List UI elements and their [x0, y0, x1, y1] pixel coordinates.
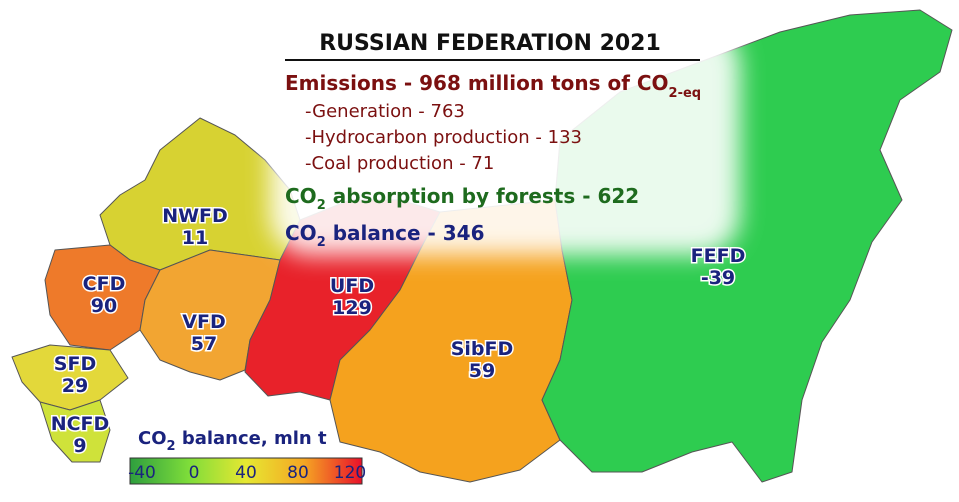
- emissions-subscript: 2-eq: [669, 86, 702, 101]
- legend-tick: 40: [235, 463, 257, 483]
- district-value: 9: [73, 435, 86, 457]
- district-region: [39, 399, 111, 463]
- district-name: NWFD: [162, 205, 228, 227]
- emission-items: -Generation - 763 -Hydrocarbon production…: [305, 101, 582, 174]
- legend-tick: 120: [334, 463, 366, 483]
- emission-item: -Generation - 763: [305, 101, 465, 122]
- legend-title: CO2 balance, mln t: [138, 428, 327, 454]
- emissions-text: Emissions - 968 million tons of CO: [285, 71, 669, 95]
- district-value: 29: [62, 375, 88, 397]
- legend-tick: 80: [287, 463, 309, 483]
- absorption-rest: absorption by forests - 622: [326, 184, 640, 208]
- balance-co: CO: [285, 221, 317, 245]
- district-name: CFD: [83, 273, 126, 295]
- district-name: SFD: [54, 353, 96, 375]
- title: RUSSIAN FEDERATION 2021: [319, 31, 661, 56]
- emissions: Emissions - 968 million tons of CO2-eq: [285, 71, 701, 101]
- district-value: 59: [469, 360, 495, 382]
- absorption-co: CO: [285, 184, 317, 208]
- district-name: SibFD: [451, 338, 514, 360]
- text-backdrop: [270, 25, 740, 255]
- emission-item: -Hydrocarbon production - 133: [305, 127, 582, 148]
- district-value: -39: [701, 267, 735, 289]
- balance-rest: balance - 346: [326, 221, 485, 245]
- balance: CO2 balance - 346: [285, 221, 485, 250]
- legend-rest: balance, mln t: [176, 428, 327, 449]
- district-name: NCFD: [51, 413, 110, 435]
- legend-co: CO: [138, 428, 167, 449]
- absorption-subscript: 2: [317, 198, 326, 213]
- district-value: 57: [191, 333, 217, 355]
- legend-scale: [129, 457, 363, 485]
- balance-subscript: 2: [317, 235, 326, 250]
- legend-subscript: 2: [167, 439, 176, 454]
- district-name: UFD: [330, 275, 374, 297]
- legend-ticks: -40 0 40 80 120: [128, 463, 366, 483]
- district-value: 129: [332, 297, 372, 319]
- emission-item: -Coal production - 71: [305, 153, 494, 174]
- legend-tick: 0: [189, 463, 200, 483]
- absorption: CO2 absorption by forests - 622: [285, 184, 639, 213]
- legend-tick: -40: [128, 463, 156, 483]
- district-name: VFD: [182, 311, 225, 333]
- district-value: 90: [91, 295, 117, 317]
- district-value: 11: [182, 227, 208, 249]
- district-region: [139, 249, 281, 381]
- district-name: FEFD: [691, 245, 746, 267]
